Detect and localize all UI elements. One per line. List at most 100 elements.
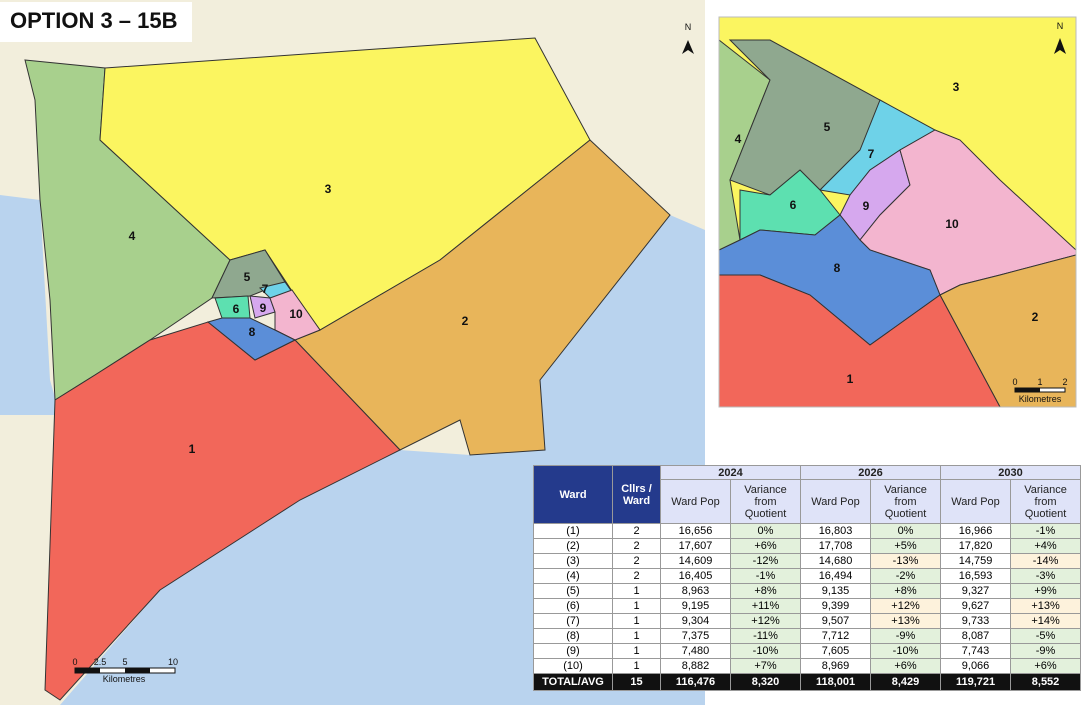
table-cell: -12%: [729, 553, 802, 569]
title: OPTION 3 – 15B: [0, 2, 192, 42]
table-cell: 7,712: [800, 628, 872, 644]
table-cell: -14%: [1010, 553, 1082, 569]
table-cell: 2: [612, 568, 661, 584]
north-label: N: [1057, 21, 1064, 31]
ward-label: 4: [735, 132, 742, 146]
table-cell: 1: [612, 643, 661, 659]
table-cell: 9,627: [940, 598, 1012, 614]
table-cell: 8,969: [800, 658, 872, 674]
table-cell: +7%: [729, 658, 802, 674]
table-cell: 1: [612, 613, 661, 629]
main-map: 1 2 3 4 5 6 7 8 9 10 N 0 2.5 5 10 Kilome…: [0, 0, 705, 705]
table-cell: +8%: [729, 583, 802, 599]
ward-label: 9: [863, 199, 870, 213]
table-cell: 15: [612, 673, 661, 691]
table-cell: (3): [533, 553, 613, 569]
table-cell: +14%: [1010, 613, 1082, 629]
ward-label: 9: [260, 301, 267, 315]
table-row: (10) 1 8,882 +7% 8,969 +6% 9,066 +6%: [533, 658, 1082, 674]
header-cell: Variance from Quotient: [1010, 479, 1082, 524]
header-cell: Ward Pop: [940, 479, 1012, 524]
north-label: N: [685, 22, 692, 32]
table-cell: 16,966: [940, 523, 1012, 539]
table-cell: 1: [612, 658, 661, 674]
ward-label: 5: [824, 120, 831, 134]
scale-tick: 0: [1012, 377, 1017, 387]
table-cell: -1%: [1010, 523, 1082, 539]
table-cell: 1: [612, 628, 661, 644]
table-cell: 9,195: [660, 598, 731, 614]
table-cell: +8%: [870, 583, 942, 599]
table-cell: -10%: [870, 643, 942, 659]
table-cell: -2%: [870, 568, 942, 584]
table-cell: +6%: [1010, 658, 1082, 674]
table-cell: 17,708: [800, 538, 872, 554]
header-cell: Ward Pop: [800, 479, 872, 524]
table-cell: (6): [533, 598, 613, 614]
table-cell: 8,963: [660, 583, 731, 599]
table-cell: +11%: [729, 598, 802, 614]
table-cell: 16,656: [660, 523, 731, 539]
table-cell: +6%: [729, 538, 802, 554]
table-cell: -3%: [1010, 568, 1082, 584]
table-row: (5) 1 8,963 +8% 9,135 +8% 9,327 +9%: [533, 583, 1082, 599]
ward-label: 1: [189, 442, 196, 456]
table-cell: 9,327: [940, 583, 1012, 599]
table-cell: 116,476: [660, 673, 731, 691]
table-cell: +4%: [1010, 538, 1082, 554]
scale-tick: 2: [1062, 377, 1067, 387]
table-cell: (2): [533, 538, 613, 554]
scale-bar: 0 2.5 5 10 Kilometres: [72, 657, 178, 684]
header-cell: Cllrs / Ward: [612, 465, 661, 524]
header-cell: Variance from Quotient: [870, 479, 942, 524]
table-cell: +9%: [1010, 583, 1082, 599]
table-cell: +12%: [729, 613, 802, 629]
table-cell: 16,593: [940, 568, 1012, 584]
north-arrow: [1054, 38, 1066, 54]
table-cell: 8,429: [870, 673, 942, 691]
ward-table: Ward Cllrs / Ward 2024 2026 2030 Ward Po…: [533, 465, 1082, 691]
ward-label: 7: [262, 282, 269, 296]
table-cell: 9,399: [800, 598, 872, 614]
table-cell: -5%: [1010, 628, 1082, 644]
north-arrow: [682, 40, 694, 54]
header-cell: Ward: [533, 465, 613, 524]
table-cell: (9): [533, 643, 613, 659]
year-header: 2030: [940, 465, 1082, 480]
ward-label: 6: [790, 198, 797, 212]
table-cell: 16,405: [660, 568, 731, 584]
table-row: (6) 1 9,195 +11% 9,399 +12% 9,627 +13%: [533, 598, 1082, 614]
table-row: (1) 2 16,656 0% 16,803 0% 16,966 -1%: [533, 523, 1082, 539]
table-cell: 8,552: [1010, 673, 1082, 691]
table-cell: -9%: [1010, 643, 1082, 659]
scale-bar: 0 1 2 Kilometres: [1012, 377, 1067, 404]
ward-label: 1: [847, 372, 854, 386]
table-row: (4) 2 16,405 -1% 16,494 -2% 16,593 -3%: [533, 568, 1082, 584]
table-cell: +12%: [870, 598, 942, 614]
table-cell: 0%: [870, 523, 942, 539]
table-cell: 7,605: [800, 643, 872, 659]
inset-map: 1 2 3 4 5 6 7 8 9 10 N 0 1 2 Kilometres: [718, 16, 1077, 408]
table-cell: TOTAL/AVG: [533, 673, 613, 691]
table-cell: -10%: [729, 643, 802, 659]
table-cell: 0%: [729, 523, 802, 539]
table-cell: 2: [612, 523, 661, 539]
table-cell: 118,001: [800, 673, 872, 691]
table-cell: 9,507: [800, 613, 872, 629]
ward-label: 7: [868, 147, 875, 161]
ward-label: 3: [953, 80, 960, 94]
ward-label: 8: [834, 261, 841, 275]
scale-tick: 0: [72, 657, 77, 667]
table-cell: 119,721: [940, 673, 1012, 691]
table-row: TOTAL/AVG 15 116,476 8,320 118,001 8,429 119,7…: [533, 673, 1082, 691]
ward-label: 10: [289, 307, 303, 321]
table-cell: +6%: [870, 658, 942, 674]
scale-tick: 1: [1037, 377, 1042, 387]
table-cell: 17,607: [660, 538, 731, 554]
table-cell: 7,375: [660, 628, 731, 644]
table-cell: 8,087: [940, 628, 1012, 644]
ward-label: 2: [1032, 310, 1039, 324]
ward-label: 3: [325, 182, 332, 196]
